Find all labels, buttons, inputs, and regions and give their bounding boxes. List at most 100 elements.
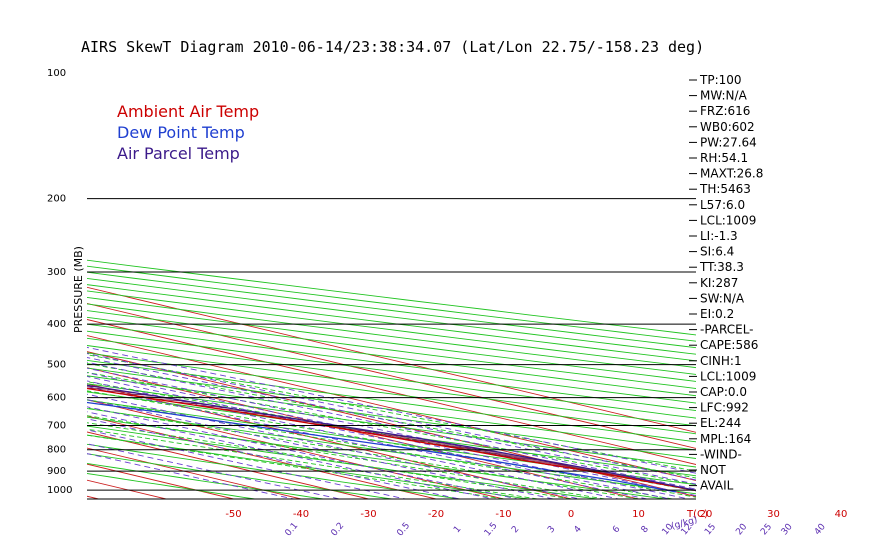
stat-value: TT:38.3 bbox=[699, 260, 744, 274]
mixing-ratio-tick-label: 4 bbox=[572, 524, 584, 535]
mixing-ratio-tick-label: 20 bbox=[734, 522, 749, 537]
isobars bbox=[87, 198, 696, 500]
mixing-ratio-tick-label: 30 bbox=[780, 522, 795, 537]
bottom-temp-tick-label: 40 bbox=[835, 509, 848, 520]
pressure-tick-label: 800 bbox=[47, 445, 66, 456]
stat-value: MAXT:26.8 bbox=[700, 167, 763, 181]
dry-adiabat-line bbox=[87, 434, 529, 499]
isotherm-line bbox=[87, 415, 437, 499]
dry-adiabat-line bbox=[87, 462, 324, 499]
pressure-tick-label: 100 bbox=[47, 68, 66, 79]
mixing-ratio-tick-label: 8 bbox=[640, 524, 652, 535]
stat-value: PW:27.64 bbox=[700, 135, 757, 149]
mixing-ratio-tick-label: 2 bbox=[510, 524, 521, 535]
mixing-ratio-line bbox=[87, 380, 647, 499]
y-axis-label: PRESSURE (MB) bbox=[72, 246, 85, 333]
mixing-ratio-line bbox=[87, 418, 460, 499]
mixing-ratio-line bbox=[87, 357, 696, 485]
mixing-ratio-tick-label: 3 bbox=[546, 524, 557, 535]
moist-adiabat-line bbox=[87, 434, 504, 499]
dewpoint-temp-line bbox=[87, 401, 676, 493]
dry-adiabat-line bbox=[87, 408, 696, 495]
bottom-temp-tick-label: -20 bbox=[428, 509, 444, 520]
stat-value: CAPE:586 bbox=[700, 338, 758, 352]
isotherm-line bbox=[87, 319, 696, 465]
bottom-temp-tick-label: -40 bbox=[293, 509, 309, 520]
legend-parcel: Air Parcel Temp bbox=[117, 144, 240, 163]
bottom-temp-tick-label: 10 bbox=[632, 509, 645, 520]
isotherm-line bbox=[0, 73, 31, 499]
moist-adiabat-line bbox=[87, 407, 639, 499]
mixing-ratio-line bbox=[87, 453, 294, 499]
stat-value: SW:N/A bbox=[700, 291, 745, 305]
bottom-temp-tick-label: 20 bbox=[700, 509, 713, 520]
moist-adiabat-line bbox=[87, 371, 696, 485]
dry-adiabat-line bbox=[87, 416, 666, 499]
moist-adiabat-line bbox=[87, 422, 572, 499]
bottom-temp-tick-label: -10 bbox=[495, 509, 511, 520]
pressure-tick-label: 1000 bbox=[47, 485, 72, 496]
moist-adiabat-line bbox=[87, 362, 696, 479]
dry-adiabat-line bbox=[87, 330, 696, 411]
stat-value: LI:-1.3 bbox=[700, 229, 738, 243]
mixing-ratio-tick-label: 0.1 bbox=[284, 521, 301, 538]
stat-value: SI:6.4 bbox=[700, 245, 734, 259]
dry-adiabat-line bbox=[87, 443, 461, 499]
mixing-ratio-tick-label: 6 bbox=[611, 524, 623, 535]
temp-unit-label: T(C) bbox=[686, 509, 708, 520]
pressure-tick-label: 500 bbox=[47, 360, 66, 371]
mixing-ratio-line bbox=[87, 361, 696, 490]
stat-value: CINH:1 bbox=[700, 354, 742, 368]
mixing-ratio-line bbox=[87, 376, 670, 499]
stat-value: WB0:602 bbox=[700, 120, 755, 134]
mixing-ratio-tick-label: 0.5 bbox=[395, 521, 412, 538]
pressure-tick-label: 900 bbox=[47, 466, 66, 477]
moist-adiabat-line bbox=[87, 354, 696, 472]
stat-value: LCL:1009 bbox=[700, 369, 756, 383]
stat-value: -PARCEL- bbox=[700, 323, 754, 337]
stat-value: TP:100 bbox=[699, 73, 742, 87]
bottom-temp-tick-label: -30 bbox=[360, 509, 376, 520]
dry-adiabat-line bbox=[87, 345, 696, 427]
stat-value: CAP:0.0 bbox=[700, 385, 747, 399]
mixing-ratio-line bbox=[87, 367, 696, 497]
stat-value: MPL:164 bbox=[700, 432, 751, 446]
mixing-ratio-tick-label: 15 bbox=[703, 522, 718, 537]
moist-adiabat-line bbox=[87, 399, 673, 499]
pressure-tick-label: 300 bbox=[47, 267, 66, 278]
dry-adiabat-line bbox=[87, 359, 696, 443]
mixing-ratio-tick-label: 40 bbox=[813, 522, 828, 537]
legend: Ambient Air Temp Dew Point Temp Air Parc… bbox=[117, 102, 259, 163]
stat-value: RH:54.1 bbox=[700, 151, 748, 165]
stat-value: LFC:992 bbox=[700, 401, 749, 415]
pressure-tick-label: 200 bbox=[47, 194, 66, 205]
parcel-temp-line bbox=[87, 384, 696, 492]
dry-adiabat-line bbox=[87, 316, 696, 397]
legend-dewpoint: Dew Point Temp bbox=[117, 123, 245, 142]
stat-value: FRZ:616 bbox=[700, 104, 750, 118]
stat-value: MW:N/A bbox=[700, 89, 748, 103]
stat-value: KI:287 bbox=[700, 276, 738, 290]
mixing-ratio-tick-label: 25 bbox=[759, 522, 774, 537]
legend-ambient: Ambient Air Temp bbox=[117, 102, 259, 121]
dry-adiabat-line bbox=[87, 352, 696, 435]
profile-lines bbox=[87, 384, 696, 493]
mixing-ratio-line bbox=[87, 429, 406, 499]
mixing-ratio-tick-label: 1 bbox=[452, 524, 463, 535]
mixing-ratio-line bbox=[87, 393, 580, 499]
stat-value: LCL:1009 bbox=[700, 213, 756, 227]
bottom-temp-tick-label: 0 bbox=[568, 509, 574, 520]
mixing-ratio-line bbox=[87, 443, 340, 499]
dry-adiabat-line bbox=[87, 453, 392, 499]
stat-value: EI:0.2 bbox=[700, 307, 734, 321]
moist-adiabat-line bbox=[87, 390, 696, 498]
mixing-ratio-line bbox=[87, 406, 518, 499]
mixing-ratio-line bbox=[87, 346, 696, 474]
dry-adiabat-line bbox=[87, 337, 696, 419]
ambient-temp-line bbox=[87, 387, 696, 492]
isotherm-line bbox=[87, 383, 572, 499]
isotherm-line bbox=[87, 286, 696, 433]
mixing-ratio-line bbox=[87, 353, 696, 481]
